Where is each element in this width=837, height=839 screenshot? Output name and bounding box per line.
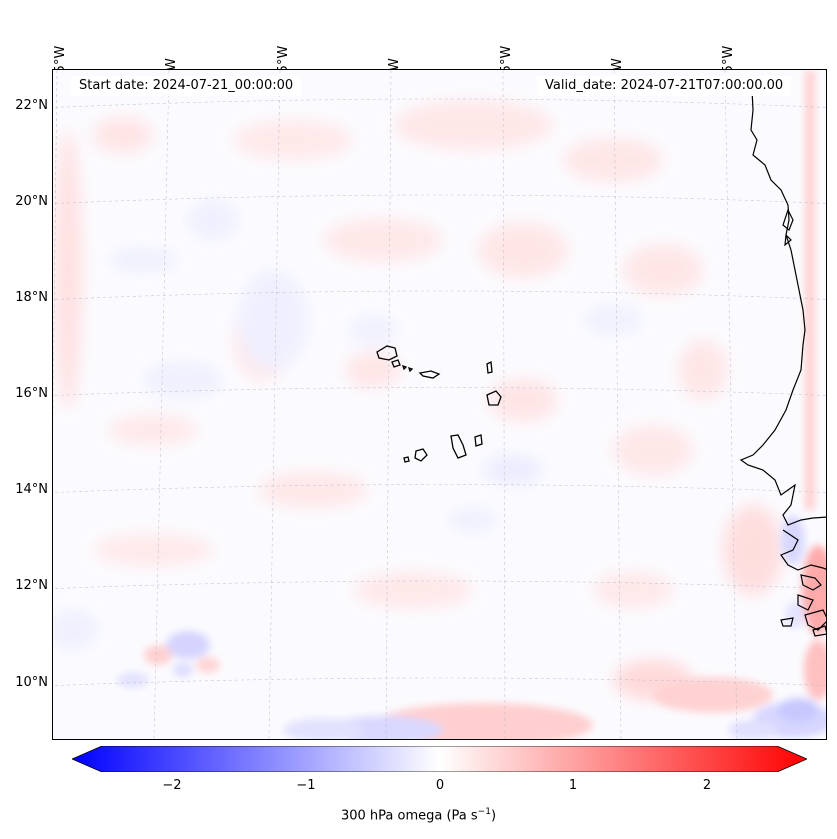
lat-label-18n: 18°N <box>15 290 48 305</box>
colorbar-tick-1: 1 <box>568 778 578 793</box>
omega-field <box>53 70 826 739</box>
colorbar-ramp <box>72 746 807 772</box>
map-canvas <box>53 70 826 739</box>
coastlines <box>739 89 826 637</box>
colorbar-tick-0: 0 <box>435 778 445 793</box>
sal-island <box>486 360 493 374</box>
lon-label-32-5w: 32.5°W <box>53 10 69 94</box>
lon-label-27-5w: 27.5°W <box>276 10 292 94</box>
fogo-island <box>414 448 428 462</box>
brava-island <box>403 456 410 463</box>
lat-label-10n: 10°N <box>15 675 48 690</box>
colorbar-label: 300 hPa omega (Pa s−1) <box>340 807 497 824</box>
colorbar-tick-neg2: −2 <box>162 778 182 793</box>
colorbar-tick-2: 2 <box>702 778 712 793</box>
map-panel[interactable] <box>52 69 827 740</box>
lon-label-22-5w: 22.5°W <box>499 10 515 94</box>
colorbar <box>72 746 807 772</box>
maio-island <box>474 434 483 447</box>
lat-label-22n: 22°N <box>15 98 48 113</box>
start-date-label: Start date: 2024-07-21_00:00:00 <box>71 76 302 96</box>
sao-vicente-island <box>391 359 401 368</box>
lon-label-30w: 30°W <box>164 10 180 94</box>
graticule <box>53 70 826 739</box>
lat-label-12n: 12°N <box>15 578 48 593</box>
lat-label-20n: 20°N <box>15 194 48 209</box>
lon-label-20w: 20°W <box>610 10 626 94</box>
lon-label-25w: 25°W <box>387 10 403 94</box>
lon-label-17-5w: 17.5°W <box>721 10 737 94</box>
cape-verde-islands <box>376 345 502 463</box>
santo-antao-island <box>376 345 398 361</box>
lat-label-14n: 14°N <box>15 482 48 497</box>
west-africa-coastline <box>739 89 826 526</box>
santiago-island <box>450 434 467 459</box>
lat-label-16n: 16°N <box>15 386 48 401</box>
boa-vista-island <box>486 390 502 406</box>
valid-date-label: Valid_date: 2024-07-21T07:00:00.00 <box>537 76 792 96</box>
sao-nicolau-island <box>418 370 441 379</box>
omega-field-background <box>53 70 826 739</box>
colorbar-tick-neg1: −1 <box>296 778 316 793</box>
